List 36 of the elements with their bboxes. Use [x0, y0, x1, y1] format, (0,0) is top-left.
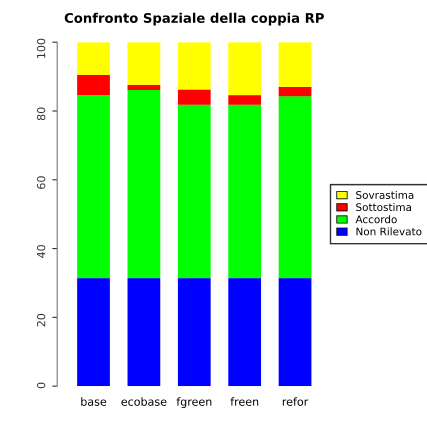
bar	[128, 84, 160, 90]
bar	[278, 42, 312, 87]
x-tick-label: base	[81, 397, 106, 406]
bar	[128, 42, 160, 85]
legend-label: Accordo	[356, 215, 397, 224]
bar	[228, 278, 262, 386]
x-tick-label: freen	[230, 397, 258, 406]
x-tick-label: fgreen	[176, 397, 212, 408]
y-tick-label: 20	[36, 314, 46, 326]
x-tick-label: ecobase	[121, 397, 166, 406]
chart-title: Confronto Spaziale della coppia RP	[64, 12, 324, 26]
bar	[77, 74, 110, 96]
bar	[128, 90, 160, 278]
bar	[128, 278, 160, 386]
legend-label: Sottostima	[356, 203, 412, 212]
bar	[178, 90, 211, 105]
bar	[278, 96, 312, 278]
y-tick-label: 40	[36, 245, 46, 258]
bar	[178, 278, 211, 386]
x-tick-label: refor	[282, 397, 308, 406]
bar	[178, 42, 211, 90]
y-tick-label: 0	[36, 382, 46, 388]
legend-label: Non Rilevato	[356, 227, 422, 236]
bar	[77, 95, 110, 278]
y-tick-label: 80	[36, 108, 46, 120]
y-tick-label: 100	[36, 38, 46, 58]
bar	[278, 278, 312, 386]
y-tick-label: 60	[36, 176, 46, 189]
bar	[228, 95, 262, 105]
bar	[77, 278, 110, 386]
bar	[278, 86, 312, 96]
bar	[77, 42, 110, 75]
bar	[228, 42, 262, 96]
legend-label: Sovrastima	[356, 190, 414, 199]
bar	[228, 104, 262, 278]
bar	[178, 104, 211, 278]
